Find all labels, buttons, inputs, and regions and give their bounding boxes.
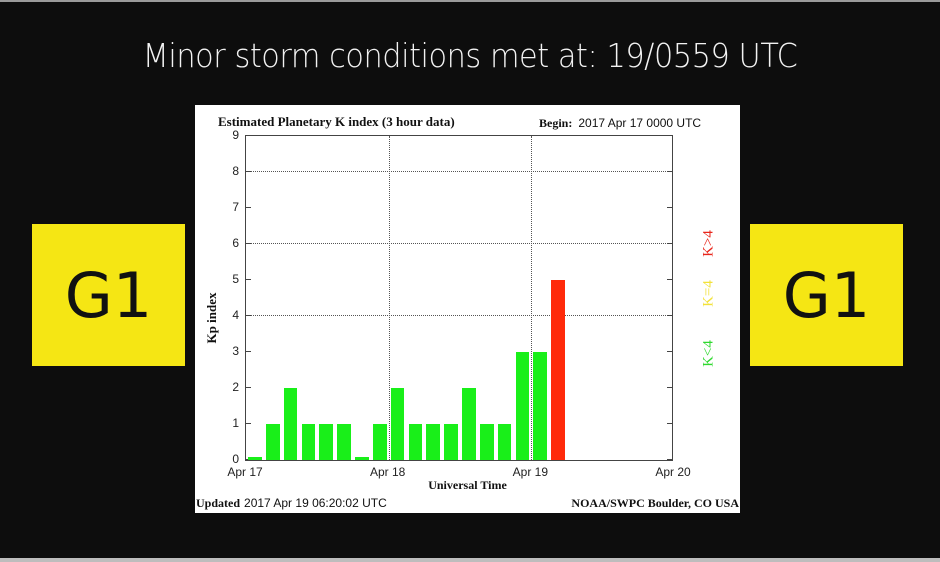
- kp-bar: [390, 388, 405, 460]
- y-tick-label: 5: [232, 272, 239, 286]
- y-tick: [667, 459, 672, 460]
- x-tick-label: Apr 17: [227, 465, 263, 479]
- y-tick: [667, 243, 672, 244]
- y-tick: [667, 171, 672, 172]
- plot-area: [245, 135, 673, 461]
- h-gridline: [246, 171, 672, 172]
- kp-bar: [265, 424, 280, 460]
- y-tick: [667, 315, 672, 316]
- y-tick: [667, 207, 672, 208]
- updated-label: Updated: [196, 496, 241, 510]
- storm-headline: Minor storm conditions met at: 19/0559 U…: [142, 36, 798, 75]
- x-tick-label: Apr 20: [655, 465, 691, 479]
- chart-title: Estimated Planetary K index (3 hour data…: [218, 114, 455, 129]
- kp-bar: [337, 424, 351, 460]
- chart-begin: Begin: 2017 Apr 17 0000 UTC: [539, 116, 701, 131]
- y-tick-label: 9: [232, 128, 239, 142]
- kp-bar: [355, 457, 369, 460]
- y-tick: [246, 135, 251, 136]
- kp-bar: [551, 280, 565, 460]
- day-gridline: [388, 136, 390, 460]
- y-tick: [246, 243, 251, 244]
- y-tick: [667, 279, 672, 280]
- updated-value: 2017 Apr 19 06:20:02 UTC: [244, 496, 387, 510]
- y-tick: [246, 351, 251, 352]
- h-gridline: [246, 243, 672, 244]
- y-tick-label: 4: [232, 308, 239, 322]
- begin-label: Begin:: [539, 116, 573, 130]
- kp-bar: [372, 424, 387, 460]
- y-tick-label: 8: [232, 164, 239, 178]
- y-tick: [246, 171, 251, 172]
- kp-bar: [301, 424, 316, 460]
- y-tick: [667, 351, 672, 352]
- kp-bar: [515, 352, 530, 460]
- kp-bar: [426, 424, 441, 460]
- y-tick: [667, 423, 672, 424]
- y-tick: [246, 423, 251, 424]
- kp-bar: [319, 424, 334, 460]
- y-tick: [667, 387, 672, 388]
- x-axis-title: Universal Time: [428, 478, 507, 492]
- y-tick: [667, 135, 672, 136]
- day-gridline: [531, 136, 533, 460]
- g1-badge-right: G1: [750, 224, 903, 366]
- y-tick-label: 3: [232, 344, 239, 358]
- x-tick-label: Apr 18: [369, 465, 406, 479]
- kp-bar: [479, 424, 494, 460]
- y-tick-label: 0: [232, 452, 239, 466]
- kp-bar: [283, 388, 298, 460]
- y-tick: [246, 315, 251, 316]
- y-tick-label: 2: [232, 380, 239, 394]
- begin-value: 2017 Apr 17 0000 UTC: [578, 116, 702, 130]
- x-tick-label: Apr 19: [512, 465, 549, 479]
- kp-index-chart: Estimated Planetary K index (3 hour data…: [195, 105, 740, 513]
- y-tick-label: 7: [232, 200, 239, 214]
- h-gridline: [246, 315, 672, 316]
- kp-bar: [248, 457, 262, 460]
- kp-bar: [533, 352, 548, 460]
- y-tick-label: 1: [232, 416, 239, 430]
- y-tick: [246, 279, 251, 280]
- kp-bar: [462, 388, 476, 460]
- bottom-border: [0, 558, 940, 562]
- kp-bar: [444, 424, 458, 460]
- legend-k-equal-4: K=4: [700, 280, 717, 307]
- data-source: NOAA/SWPC Boulder, CO USA: [571, 496, 739, 510]
- y-tick: [246, 387, 251, 388]
- kp-bar: [408, 424, 423, 460]
- updated-stamp: Updated 2017 Apr 19 06:20:02 UTC: [196, 496, 387, 511]
- y-tick-label: 6: [232, 236, 239, 250]
- y-tick: [246, 207, 251, 208]
- g1-badge-left: G1: [32, 224, 185, 366]
- top-border: [0, 0, 940, 2]
- y-axis-title: Kp index: [204, 292, 219, 344]
- legend-k-less-4: K<4: [700, 340, 717, 367]
- kp-bar: [497, 424, 512, 460]
